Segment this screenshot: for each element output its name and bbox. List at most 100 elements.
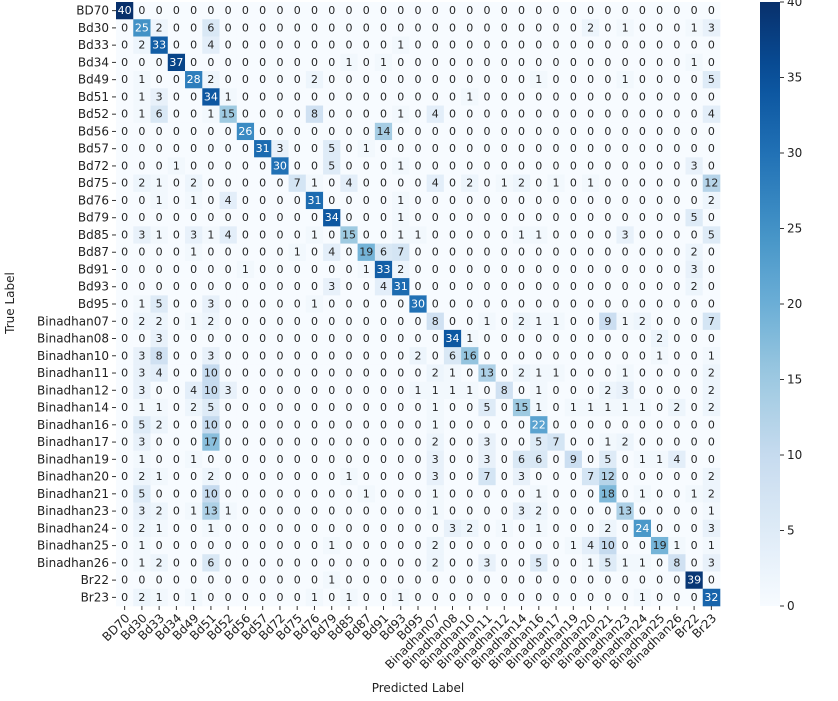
- cell-label: 1: [587, 177, 594, 190]
- heatmap-cell: [167, 19, 186, 37]
- cell-label: 0: [207, 591, 214, 604]
- cell-label: 0: [535, 108, 542, 121]
- cell-label: 0: [173, 21, 180, 34]
- cell-label: 1: [622, 315, 629, 328]
- cell-label: 0: [656, 90, 663, 103]
- cell-label: 1: [691, 21, 698, 34]
- cell-label: 0: [190, 332, 197, 345]
- heatmap-cell: [564, 36, 583, 55]
- heatmap-cell: [443, 347, 462, 365]
- cell-label: 0: [673, 108, 680, 121]
- heatmap-cell: [495, 157, 514, 175]
- cell-label: 0: [121, 194, 128, 207]
- cell-label: 0: [121, 142, 128, 155]
- heatmap-cell: [357, 347, 376, 365]
- cell-label: 0: [415, 280, 422, 293]
- cell-label: 1: [535, 367, 542, 380]
- heatmap-cell: [116, 19, 134, 37]
- cell-label: 0: [570, 4, 577, 17]
- heatmap-cell: [236, 36, 255, 55]
- cell-label: 0: [449, 418, 456, 431]
- heatmap-cell: [271, 295, 289, 313]
- heatmap-cell: [167, 381, 186, 400]
- cell-label: 3: [622, 384, 629, 397]
- heatmap-cell: [288, 174, 307, 193]
- heatmap-cell: [495, 105, 514, 124]
- heatmap-cell: [685, 53, 704, 72]
- cell-label: 0: [328, 556, 335, 569]
- cell-label: 0: [380, 505, 387, 518]
- cell-label: 0: [449, 4, 456, 17]
- heatmap-cell: [305, 19, 324, 37]
- heatmap-cell: [512, 71, 531, 89]
- cell-label: 0: [449, 487, 456, 500]
- cell-label: 0: [415, 470, 422, 483]
- cell-label: 0: [570, 556, 577, 569]
- heatmap-cell: [254, 88, 272, 106]
- cell-label: 2: [311, 73, 318, 86]
- cell-label: 0: [345, 159, 352, 172]
- cell-label: 0: [345, 315, 352, 328]
- heatmap-cell: [202, 381, 220, 400]
- heatmap-cell: [167, 122, 186, 141]
- cell-label: 3: [328, 280, 335, 293]
- cell-label: 0: [553, 574, 560, 587]
- cell-label: 30: [273, 159, 287, 172]
- heatmap-cell: [668, 209, 686, 227]
- heatmap-cell: [461, 88, 479, 106]
- heatmap-cell: [443, 140, 462, 158]
- cell-label: 0: [553, 401, 560, 414]
- cell-label: 0: [207, 177, 214, 190]
- heatmap-cell: [616, 53, 635, 72]
- cell-label: 2: [207, 470, 214, 483]
- cell-label: 0: [622, 574, 629, 587]
- cell-label: 0: [639, 142, 646, 155]
- heatmap-cell: [581, 71, 600, 89]
- heatmap-cell: [202, 226, 220, 244]
- cell-label: 0: [156, 487, 163, 500]
- cell-label: 0: [518, 21, 525, 34]
- cell-label: 0: [432, 142, 439, 155]
- cell-label: 0: [328, 108, 335, 121]
- heatmap-cell: [340, 140, 358, 158]
- cell-label: 0: [259, 574, 266, 587]
- heatmap-cell: [616, 105, 635, 124]
- heatmap-cell: [374, 140, 393, 158]
- heatmap-cell: [530, 88, 548, 106]
- cell-label: 0: [294, 73, 301, 86]
- heatmap-cell: [495, 191, 514, 210]
- cell-label: 0: [225, 418, 232, 431]
- cell-label: 0: [553, 90, 560, 103]
- cell-label: 4: [328, 246, 335, 259]
- cell-label: 2: [190, 401, 197, 414]
- cell-label: 0: [639, 332, 646, 345]
- heatmap-cell: [616, 191, 635, 210]
- cell-label: 0: [570, 591, 577, 604]
- heatmap-cell: [530, 312, 548, 331]
- cell-label: 0: [587, 436, 594, 449]
- cell-label: 1: [311, 298, 318, 311]
- cell-label: 0: [673, 315, 680, 328]
- cell-label: 1: [190, 453, 197, 466]
- heatmap-cell: [650, 19, 669, 37]
- cell-label: 0: [518, 263, 525, 276]
- heatmap-cell: [547, 157, 565, 175]
- cell-label: 1: [397, 591, 404, 604]
- cell-label: 0: [259, 505, 266, 518]
- heatmap-cell: [668, 88, 686, 106]
- heatmap-cell: [271, 157, 289, 175]
- cell-label: 0: [691, 228, 698, 241]
- heatmap-cell: [633, 71, 652, 89]
- cell-label: 4: [587, 539, 594, 552]
- cell-label: 4: [432, 177, 439, 190]
- cell-label: 0: [363, 384, 370, 397]
- heatmap-cell: [288, 329, 307, 348]
- cell-label: 0: [432, 73, 439, 86]
- colorbar-tick-label: 20: [787, 297, 802, 311]
- cell-label: 0: [553, 349, 560, 362]
- heatmap-cell: [133, 71, 151, 89]
- heatmap-cell: [668, 71, 686, 89]
- cell-label: 0: [449, 315, 456, 328]
- cell-label: 0: [501, 367, 508, 380]
- cell-label: 0: [656, 315, 663, 328]
